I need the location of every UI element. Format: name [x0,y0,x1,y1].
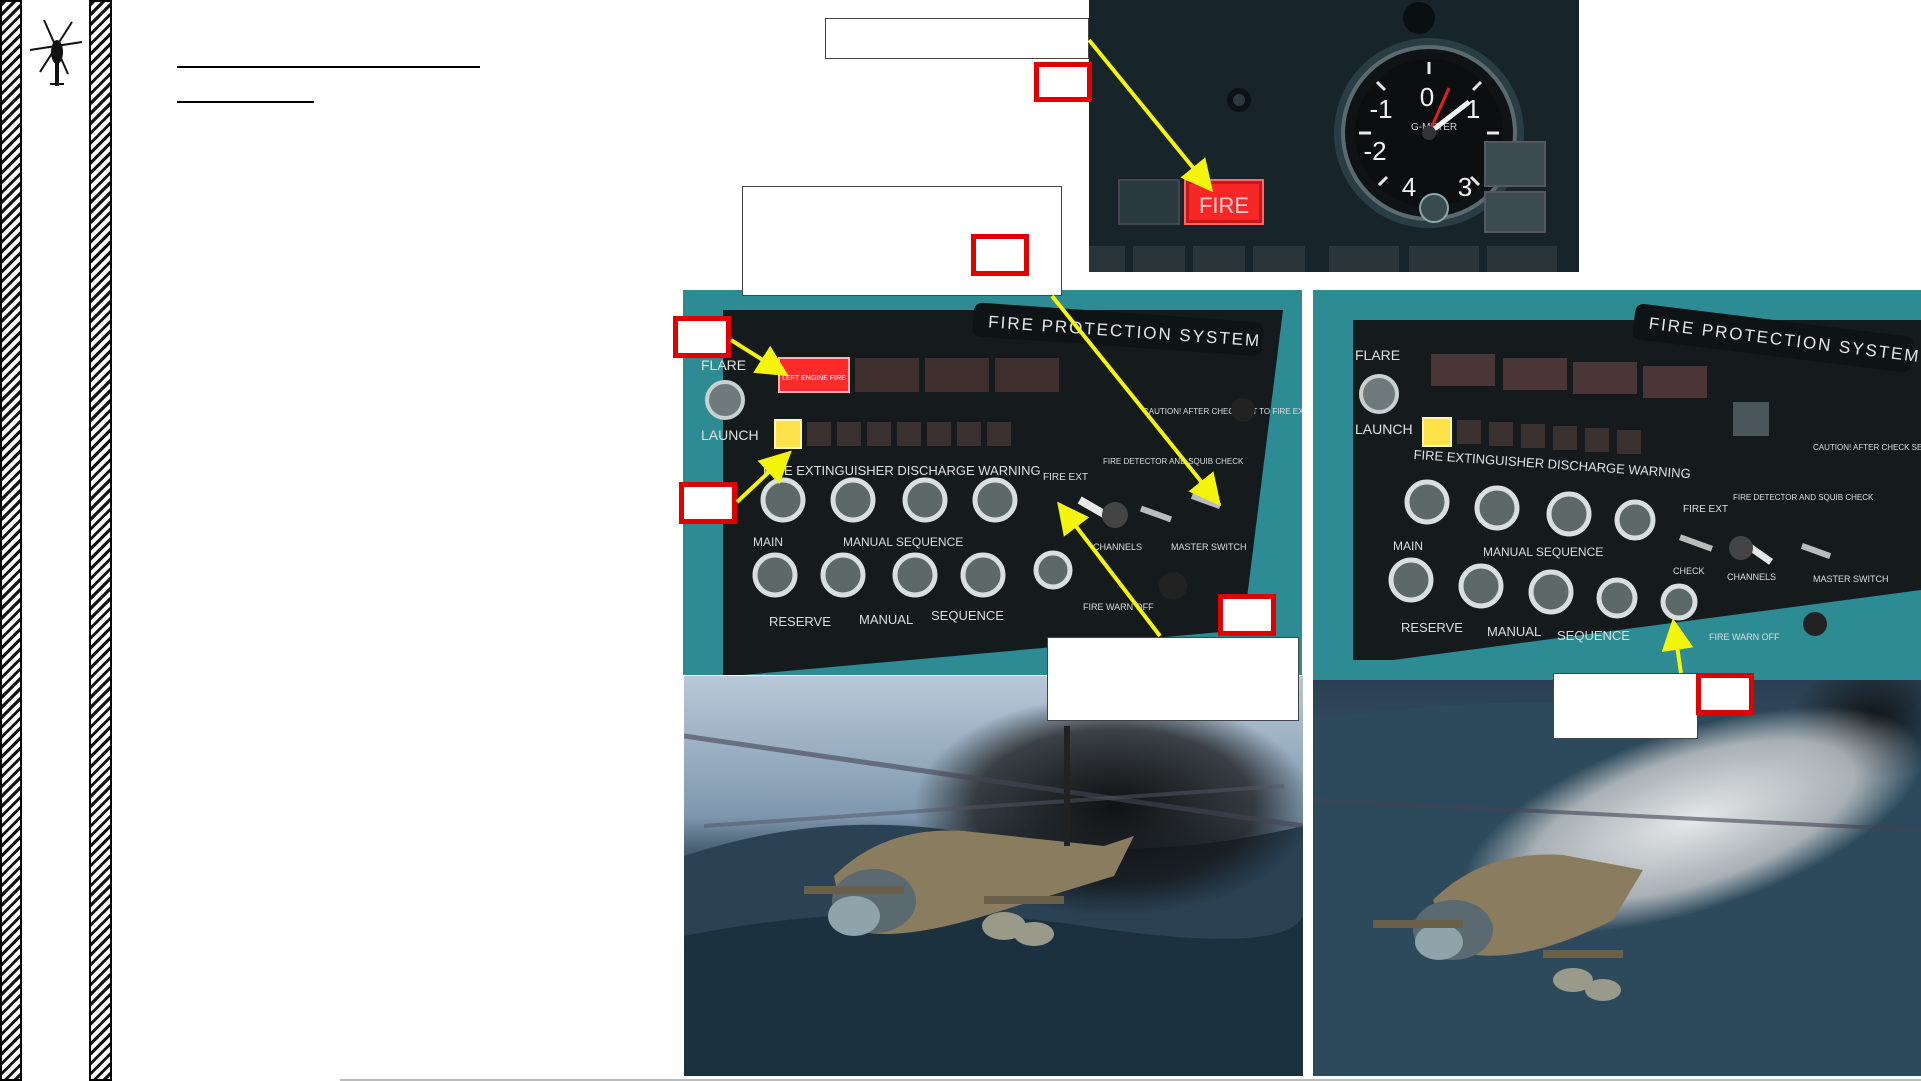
fire-detector-left: FIRE DETECTOR AND SQUIB CHECK [1103,457,1244,466]
left-hatch-border-inner [89,0,112,1081]
fire-warn-off-left: FIRE WARN OFF [1083,602,1154,612]
caution-right: CAUTION! AFTER CHECK SET TO FIRE EXT [1813,443,1921,452]
master-switch-left: MASTER SWITCH [1171,542,1247,552]
caution-left: CAUTION! AFTER CHECK SET TO FIRE EXT [1143,407,1302,416]
gmeter-scale-4: 4 [1402,172,1416,202]
launch-label-left: LAUNCH [701,427,759,443]
fire-panel-photo-right: FIRE PROTECTION SYSTEM FLARE LAUNCH FIRE… [1313,290,1921,680]
helicopter-logo [26,12,86,92]
reserve-right: RESERVE [1401,620,1463,635]
callout-box-fire-ext [1047,637,1299,721]
title-line-1 [177,66,480,68]
gmeter-scale-neg2: -2 [1363,136,1386,166]
manual-right: MANUAL [1487,624,1541,639]
gmeter-photo: -1 0 1 2 3 4 -2 G-METER FIRE [1089,0,1579,272]
gmeter-scale: -1 0 1 2 3 4 -2 [1363,82,1498,202]
fire-panel-left-svg: FIRE PROTECTION SYSTEM FLARE LAUNCH LEFT… [683,290,1302,675]
left-engine-fire-lamp: LEFT ENGINE FIRE [782,375,846,382]
step-marker-panel [971,234,1029,276]
fire-warn-off-right: FIRE WARN OFF [1709,632,1780,642]
fire-ext-right: FIRE EXT [1683,504,1728,515]
footer-strip [340,1079,1921,1081]
helicopter-left-svg [684,676,1303,1076]
title-line-2 [177,101,314,103]
manual-sequence-right: MANUAL SEQUENCE [1483,545,1603,559]
fire-detector-right: FIRE DETECTOR AND SQUIB CHECK [1733,493,1874,502]
helicopter-photo-right [1313,680,1921,1076]
channels-right: CHANNELS [1727,572,1776,582]
step-marker-left-engine [673,316,731,358]
main-label-right: MAIN [1393,539,1423,553]
fire-panel-right-svg: FIRE PROTECTION SYSTEM FLARE LAUNCH FIRE… [1313,290,1921,680]
sequence-right: SEQUENCE [1557,628,1630,643]
callout-box-check [1553,673,1698,739]
step-marker-discharge-lamp [679,482,737,524]
manual-sequence-left: MANUAL SEQUENCE [843,535,963,549]
sequence-left: SEQUENCE [931,608,1004,623]
left-hatch-border-outer [0,0,22,1081]
channels-left: CHANNELS [1093,542,1142,552]
fire-ext-left: FIRE EXT [1043,472,1088,483]
launch-label-right: LAUNCH [1355,421,1413,437]
main-label-left: MAIN [753,535,783,549]
flare-label-right: FLARE [1355,347,1400,363]
gmeter-scale-0: 0 [1420,82,1434,112]
master-switch-right: MASTER SWITCH [1813,574,1889,584]
helicopter-photo-left [684,676,1303,1076]
fire-panel-photo-left: FIRE PROTECTION SYSTEM FLARE LAUNCH LEFT… [683,290,1302,675]
flare-label-left: FLARE [701,357,746,373]
step-marker-fire-light [1034,62,1092,102]
helicopter-right-svg [1313,680,1921,1076]
manual-left: MANUAL [859,612,913,627]
discharge-warning-left: FIRE EXTINGUISHER DISCHARGE WARNING [763,463,1041,478]
gmeter-panel-svg: -1 0 1 2 3 4 -2 G-METER FIRE [1089,0,1579,272]
reserve-left: RESERVE [769,614,831,629]
step-marker-fire-ext [1218,594,1276,636]
callout-box-fire-light [825,18,1089,59]
gmeter-scale-1: 1 [1466,94,1480,124]
fire-warning-light-label: FIRE [1199,193,1249,218]
helicopter-icon [29,19,83,86]
gmeter-scale-3: 3 [1458,172,1472,202]
step-marker-check [1696,673,1754,715]
check-right: CHECK [1673,566,1705,576]
gmeter-scale-neg1: -1 [1369,94,1392,124]
